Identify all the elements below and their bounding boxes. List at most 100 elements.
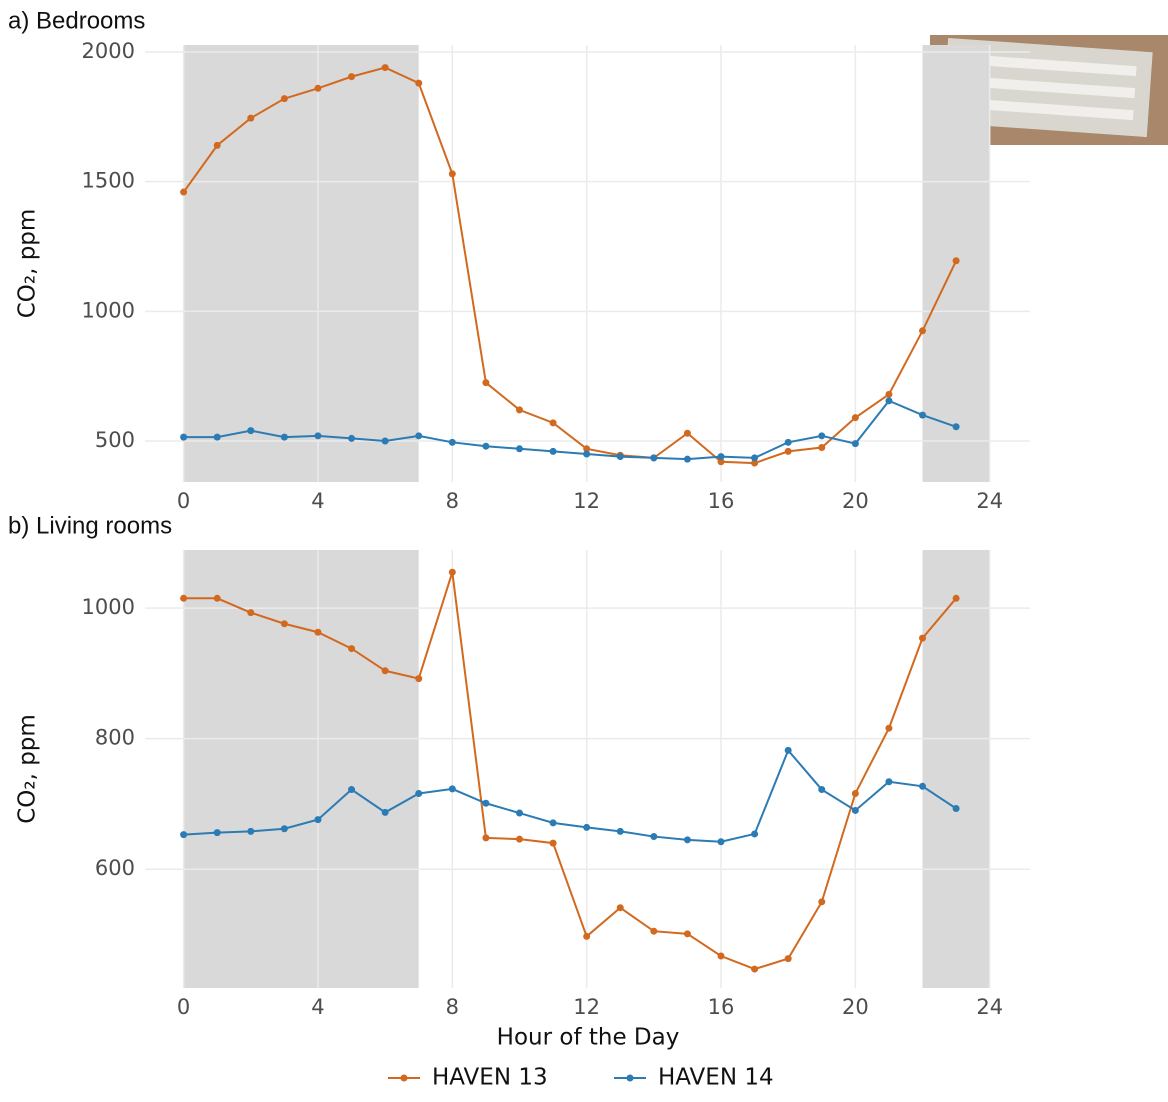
data-point <box>247 609 255 617</box>
panel-title: b) Living rooms <box>8 512 172 539</box>
data-point <box>818 432 826 440</box>
data-point <box>247 114 255 122</box>
data-point <box>515 809 523 817</box>
y-tick-label: 600 <box>95 856 135 880</box>
data-point <box>549 819 557 827</box>
data-point <box>549 419 557 427</box>
y-axis-title: CO₂, ppm <box>15 714 41 824</box>
photo-detail <box>959 75 1136 99</box>
data-point <box>583 445 591 453</box>
x-tick-label: 4 <box>311 995 324 1019</box>
data-point <box>919 411 927 419</box>
series-line: HAVEN 13 <box>183 571 957 971</box>
data-point <box>683 429 691 437</box>
x-tick-label: 12 <box>573 995 600 1019</box>
data-point <box>885 397 893 405</box>
data-point <box>818 444 826 452</box>
x-tick-label: 16 <box>708 995 735 1019</box>
data-point <box>213 433 221 441</box>
data-point <box>381 808 389 816</box>
data-point <box>583 450 591 458</box>
x-tick-label: 20 <box>842 995 869 1019</box>
data-point <box>348 645 356 653</box>
x-tick-label: 8 <box>446 995 459 1019</box>
data-point <box>482 834 490 842</box>
data-point <box>415 432 423 440</box>
data-point <box>280 433 288 441</box>
data-point <box>280 825 288 833</box>
data-point <box>448 568 456 576</box>
data-point <box>482 379 490 387</box>
x-tick-label: 8 <box>446 489 459 513</box>
data-point <box>381 437 389 445</box>
data-point <box>885 778 893 786</box>
data-point <box>751 965 759 973</box>
data-point <box>381 667 389 675</box>
y-tick-label: 1000 <box>82 595 135 619</box>
data-point <box>549 839 557 847</box>
data-point <box>515 835 523 843</box>
data-point <box>751 830 759 838</box>
data-point <box>717 453 725 461</box>
y-tick-label: 800 <box>95 726 135 750</box>
data-point <box>616 827 624 835</box>
data-point <box>549 447 557 455</box>
data-point <box>213 141 221 149</box>
x-tick-label: 16 <box>708 489 735 513</box>
data-point <box>885 724 893 732</box>
data-point <box>952 594 960 602</box>
x-tick-label: 0 <box>177 995 190 1019</box>
data-point <box>650 833 658 841</box>
data-point <box>851 806 859 814</box>
photo-detail <box>958 97 1134 121</box>
data-point <box>717 838 725 846</box>
data-point <box>717 952 725 960</box>
data-point <box>851 789 859 797</box>
data-point <box>213 829 221 837</box>
data-point <box>851 440 859 448</box>
x-tick-label: 24 <box>976 489 1003 513</box>
data-point <box>314 432 322 440</box>
series-line: HAVEN 13 <box>182 66 958 465</box>
data-point <box>314 816 322 824</box>
photo-detail <box>961 53 1137 77</box>
x-tick-label: 12 <box>573 489 600 513</box>
data-point <box>818 786 826 794</box>
y-tick-label: 2000 <box>82 39 135 63</box>
data-point <box>448 438 456 446</box>
data-point <box>180 594 188 602</box>
data-point <box>683 455 691 463</box>
data-point <box>919 327 927 335</box>
data-point <box>650 454 658 462</box>
data-point <box>415 79 423 87</box>
data-point <box>751 454 759 462</box>
data-point <box>583 823 591 831</box>
data-point <box>415 789 423 797</box>
data-point <box>751 459 759 467</box>
x-tick-label: 20 <box>842 489 869 513</box>
data-point <box>952 804 960 812</box>
data-point <box>213 594 221 602</box>
data-point <box>784 438 792 446</box>
shaded-period <box>183 45 419 482</box>
data-point <box>482 442 490 450</box>
y-axis-title: CO₂, ppm <box>15 209 41 319</box>
data-point <box>448 170 456 178</box>
data-point <box>515 445 523 453</box>
data-point <box>314 84 322 92</box>
data-point <box>650 927 658 935</box>
data-point <box>616 904 624 912</box>
data-point <box>247 427 255 435</box>
x-tick-label: 4 <box>311 489 324 513</box>
photo-inset <box>930 35 1168 145</box>
data-point <box>280 620 288 628</box>
data-point <box>381 64 389 72</box>
data-point <box>348 434 356 442</box>
data-point <box>247 827 255 835</box>
shaded-period <box>922 550 990 988</box>
data-point <box>717 458 725 466</box>
data-point <box>952 257 960 265</box>
data-point <box>180 433 188 441</box>
